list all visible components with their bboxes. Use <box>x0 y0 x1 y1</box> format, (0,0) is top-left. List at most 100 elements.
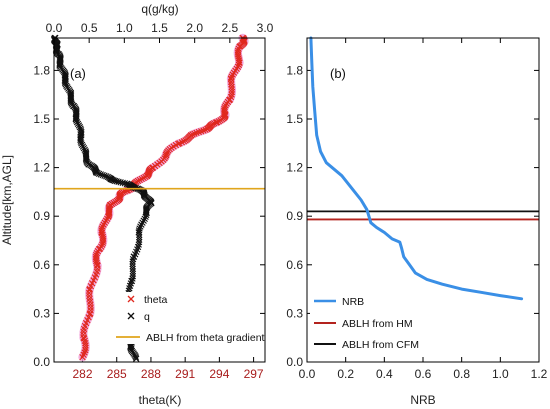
q-point-61-stroke-b <box>135 238 143 246</box>
panel-b-ytick-label-6: 1.8 <box>286 63 303 77</box>
q-point-126-stroke-b <box>113 178 120 185</box>
q-point-170-stroke-b <box>78 140 85 147</box>
theta-point-6-stroke-b <box>82 339 89 347</box>
legend-q-label: q <box>144 311 150 323</box>
q-point-8-stroke-b <box>127 345 134 352</box>
theta-point-185-stroke-b <box>228 83 235 91</box>
panel-a-xtick-top-label-1: 0.5 <box>81 21 98 35</box>
theta-point-7-stroke-b <box>81 337 88 344</box>
panel-b-frame <box>306 37 540 363</box>
theta-point-46-stroke-b <box>98 243 105 250</box>
legend-abl-theta-label: ABLH from theta gradient <box>146 332 265 344</box>
q-point-69-stroke-b <box>137 223 144 230</box>
panel-a-xtick-label-0: 282 <box>72 367 92 381</box>
panel-a-y-axis-title: Altitude[km,AGL] <box>0 155 14 245</box>
q-point-68 <box>136 225 143 232</box>
q-point-193-stroke-b <box>73 108 80 115</box>
q-point-138-stroke-b <box>99 171 106 179</box>
theta-point-145 <box>189 131 196 138</box>
theta-point-134 <box>175 140 182 147</box>
theta-point-46 <box>98 243 105 250</box>
theta-point-146 <box>191 130 198 137</box>
panel-a-ytick-label-0: 0.0 <box>33 355 50 369</box>
q-point-140-stroke-b <box>95 170 103 177</box>
theta-point-56 <box>98 225 106 232</box>
panel-b-ytick-label-1: 0.3 <box>286 306 303 320</box>
theta-point-195-stroke-b <box>234 63 242 71</box>
q-point-48 <box>129 268 137 275</box>
panel-a-xtick-top-label-0: 0.0 <box>46 21 63 35</box>
legend-theta-marker-stroke-b <box>127 295 135 303</box>
q-point-136-stroke-b <box>103 173 110 180</box>
nrb-line <box>309 36 524 301</box>
theta-point-150 <box>200 127 207 134</box>
theta-point-87-stroke-b <box>120 188 127 196</box>
theta-point-134-stroke-b <box>175 140 182 147</box>
theta-point-190 <box>228 73 235 80</box>
theta-point-23-stroke-b <box>86 295 93 303</box>
q-point-61 <box>135 238 143 246</box>
panel-a-ytick-label-1: 0.3 <box>33 306 50 320</box>
panel-b-ytick-label-2: 0.6 <box>286 258 303 272</box>
panel-a-xtick-label-5: 297 <box>244 367 264 381</box>
panel-a-xtick-top-label-4: 2.0 <box>186 21 203 35</box>
legend-abl-hm-label: ABLH from HM <box>342 318 413 330</box>
panel-b-xtick-label-6: 1.2 <box>531 367 548 381</box>
panel-b-xtick-label-1: 0.2 <box>337 367 354 381</box>
theta-point-189 <box>227 75 235 82</box>
panel-a-legend-items: theta q ABLH from theta gradient <box>116 294 265 344</box>
q-point-52 <box>129 258 136 265</box>
panel-b: 0.0 0.3 0.6 0.9 1.2 1.5 1.8 0.0 0.2 0.4 0.6 0.8 1.0 1… <box>286 36 548 407</box>
panel-a-top-axis-title: q(g/kg) <box>141 2 178 16</box>
q-point-67-stroke-b <box>135 227 143 234</box>
q-point-60-stroke-b <box>135 241 142 248</box>
theta-point-186-stroke-b <box>228 81 235 88</box>
theta-point-22-stroke-b <box>86 298 94 305</box>
q-point-67 <box>135 227 143 234</box>
q-point-46 <box>129 272 137 280</box>
q-point-125-stroke-b <box>115 178 122 186</box>
theta-point-184-stroke-b <box>228 86 236 93</box>
q-point-73 <box>141 215 148 222</box>
theta-point-175 <box>221 103 228 111</box>
q-point-180-stroke-b <box>77 125 84 132</box>
theta-point-104 <box>138 175 145 183</box>
panel-b-legend: NRB ABLH from HM ABLH from CFM <box>310 290 428 356</box>
q-point-207-stroke-b <box>67 91 75 98</box>
q-point-137-stroke-b <box>101 172 108 179</box>
panel-b-marks: 0.0 0.3 0.6 0.9 1.2 1.5 1.8 0.0 0.2 0.4 0.6 0.8 1.0 1… <box>286 36 548 381</box>
panel-a-ytick-label-2: 0.6 <box>33 258 50 272</box>
theta-point-183-stroke-b <box>228 88 236 96</box>
q-point-139-stroke-b <box>97 171 104 178</box>
panel-a-ytick-label-6: 1.8 <box>33 63 50 77</box>
panel-a-xtick-top-label-3: 1.5 <box>151 21 168 35</box>
theta-point-103 <box>136 176 143 184</box>
panel-a-ytick-label-4: 1.2 <box>33 161 50 175</box>
legend-nrb-label: NRB <box>342 296 364 308</box>
theta-point-21-stroke-b <box>87 301 94 308</box>
q-point-169 <box>78 141 86 149</box>
panel-b-ytick-label-5: 1.5 <box>286 112 303 126</box>
theta-point-41-stroke-b <box>93 251 100 259</box>
theta-point-174-stroke-b <box>221 105 228 113</box>
panel-a-ytick-label-3: 0.9 <box>33 209 50 223</box>
theta-point-203-stroke-b <box>234 49 242 56</box>
panel-b-xtick-label-3: 0.6 <box>415 367 432 381</box>
q-point-165-stroke-b <box>82 148 89 155</box>
q-point-50-stroke-b <box>129 263 136 270</box>
q-point-179-stroke-b <box>77 127 85 134</box>
q-point-127-stroke-b <box>111 177 119 185</box>
theta-point-146-stroke-b <box>191 130 198 137</box>
q-point-139 <box>97 171 104 178</box>
theta-point-55-stroke-b <box>98 227 105 234</box>
q-point-45-stroke-b <box>129 275 136 282</box>
theta-point-40-stroke-b <box>92 253 100 261</box>
q-point-47-stroke-b <box>129 270 137 277</box>
q-point-178-stroke-b <box>78 128 85 136</box>
theta-point-103-stroke-b <box>136 176 143 184</box>
q-point-68-stroke-b <box>136 225 143 232</box>
theta-point-204 <box>234 47 242 54</box>
theta-point-104-stroke-b <box>138 175 145 183</box>
panel-a-xtick-top-label-2: 1.0 <box>116 21 133 35</box>
q-point-135-stroke-b <box>104 173 111 181</box>
